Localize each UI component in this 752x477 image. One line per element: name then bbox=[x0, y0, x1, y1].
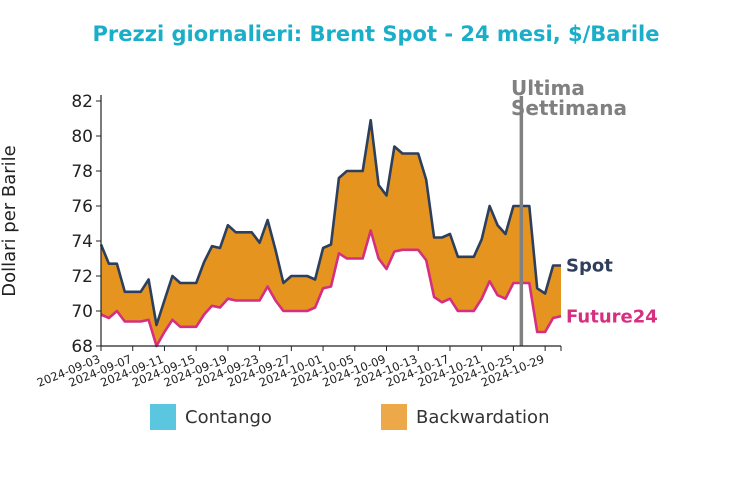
legend-label-backwardation: Backwardation bbox=[416, 406, 550, 428]
last-week-label-line2: Settimana bbox=[511, 96, 627, 120]
legend-item-contango: Contango bbox=[150, 404, 272, 430]
y-tick-label: 70 bbox=[71, 302, 93, 322]
future24-line bbox=[100, 229, 562, 348]
chart-title: Prezzi giornalieri: Brent Spot - 24 mesi… bbox=[92, 22, 660, 46]
series-label-spot: Spot bbox=[566, 256, 613, 277]
y-tick-label: 72 bbox=[71, 267, 93, 287]
y-tick-label: 68 bbox=[71, 337, 93, 357]
y-tick-label: 78 bbox=[71, 162, 93, 182]
legend-label-contango: Contango bbox=[185, 406, 272, 428]
last-week-label: Ultima Settimana bbox=[511, 76, 627, 120]
y-axis-label: Dollari per Barile bbox=[0, 145, 20, 297]
legend: Contango Backwardation bbox=[150, 404, 600, 434]
y-tick-label: 82 bbox=[71, 92, 93, 112]
legend-item-backwardation: Backwardation bbox=[381, 404, 549, 430]
y-tick-label: 76 bbox=[71, 197, 93, 217]
spot-line bbox=[99, 118, 561, 327]
spread-area bbox=[101, 120, 561, 346]
y-tick-label: 80 bbox=[71, 127, 93, 147]
series-label-future24: Future24 bbox=[566, 306, 658, 327]
y-tick-label: 74 bbox=[71, 232, 93, 252]
legend-swatch-backwardation bbox=[381, 404, 407, 430]
legend-swatch-contango bbox=[150, 404, 176, 430]
last-week-label-line1: Ultima bbox=[511, 76, 585, 100]
